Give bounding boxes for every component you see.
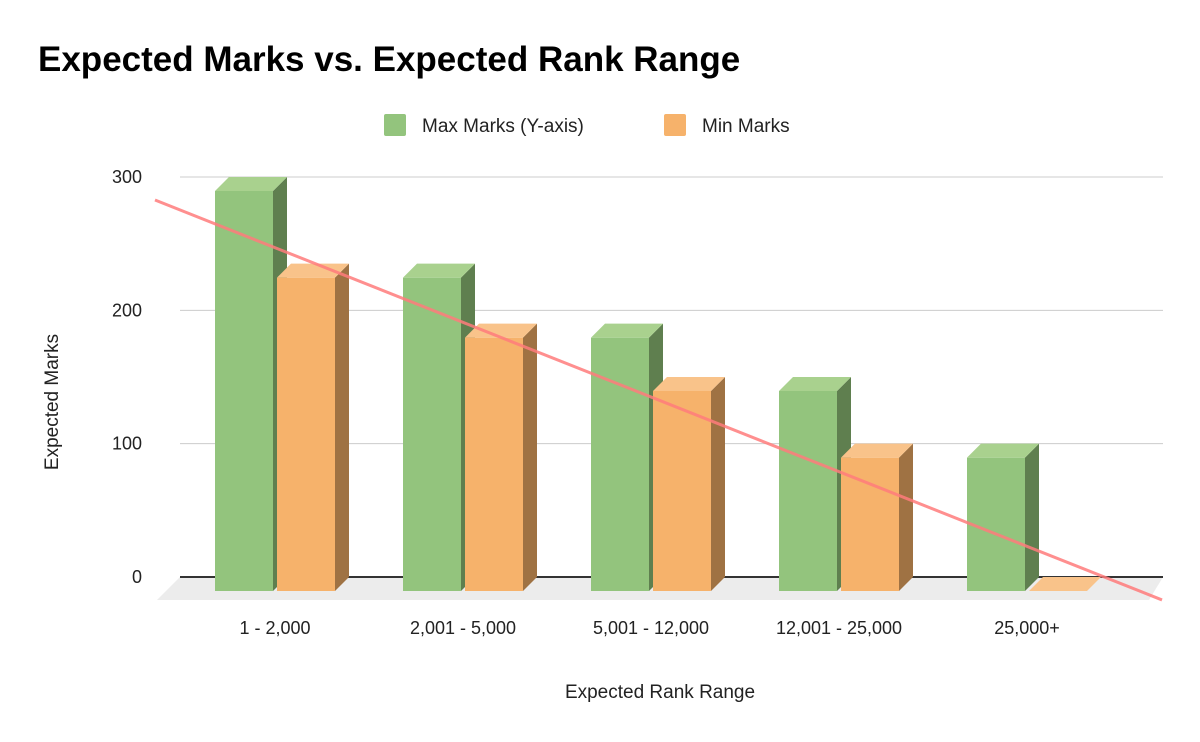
x-tick-label: 1 - 2,000: [239, 618, 310, 638]
x-tick-label: 12,001 - 25,000: [776, 618, 902, 638]
bar-side: [711, 377, 725, 591]
bar: [277, 277, 335, 591]
bar: [403, 277, 461, 591]
x-axis-title: Expected Rank Range: [565, 682, 755, 703]
bar-top: [403, 263, 475, 278]
bar-top: [215, 177, 287, 191]
bar-top: [1029, 577, 1101, 591]
y-tick-label: 100: [112, 434, 142, 454]
bar-top: [779, 377, 851, 391]
bar: [779, 391, 837, 591]
bar-side: [1025, 443, 1039, 591]
bar-top: [277, 263, 349, 278]
legend-label: Max Marks (Y-axis): [422, 116, 584, 137]
bar: [465, 337, 523, 591]
bar-top: [841, 443, 913, 458]
bar-top: [591, 323, 663, 338]
bar: [967, 457, 1025, 591]
chart-title: Expected Marks vs. Expected Rank Range: [38, 40, 741, 79]
trendline: [154, 198, 1163, 602]
bar-side: [899, 443, 913, 591]
x-tick-label: 2,001 - 5,000: [410, 618, 516, 638]
y-tick-label: 300: [112, 167, 142, 187]
y-axis-title: Expected Marks: [42, 334, 63, 470]
bar: [215, 191, 273, 591]
legend-swatch: [664, 114, 686, 136]
bar-side: [335, 263, 349, 591]
bar-top: [465, 323, 537, 338]
bar: [841, 457, 899, 591]
legend-swatch: [384, 114, 406, 136]
y-tick-label: 0: [132, 567, 142, 587]
bar-top: [653, 377, 725, 391]
bar-top: [967, 443, 1039, 458]
bar: [591, 337, 649, 591]
y-tick-label: 200: [112, 300, 142, 320]
bar-side: [523, 323, 537, 591]
bar: [653, 391, 711, 591]
legend-label: Min Marks: [702, 116, 790, 137]
x-tick-label: 5,001 - 12,000: [593, 618, 709, 638]
x-tick-label: 25,000+: [994, 618, 1060, 638]
